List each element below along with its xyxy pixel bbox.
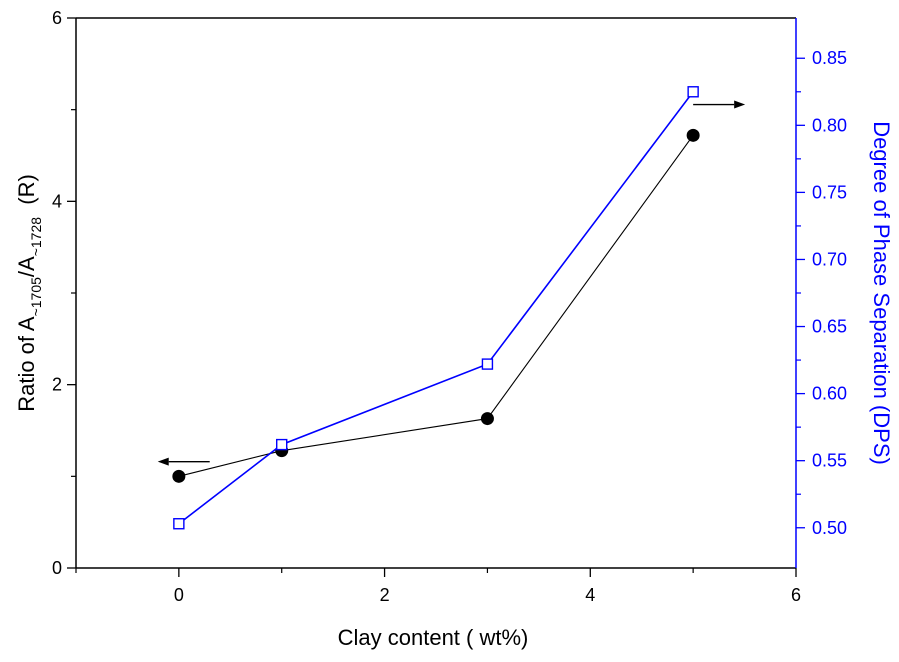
y-label-sub2: ~1728 [28,217,44,257]
y-right-tick-label: 0.75 [812,182,847,202]
y-left-tick-label: 6 [52,8,62,28]
x-tick-label: 4 [585,585,595,605]
series-layer [172,86,700,530]
series-1-line [178,91,694,525]
x-tick-label: 2 [380,585,390,605]
series-1-point [687,86,699,98]
series-0-point [480,412,494,426]
tick-marks [67,17,805,577]
tick-labels: 0 2 4 6 0 2 4 6 0.50 0.55 0.60 0.65 0.70 0.75 0.80 0.85 [52,8,847,605]
y-right-tick-label: 0.50 [812,518,847,538]
series-0-line [178,135,694,477]
y-label-mid: /A [14,256,39,277]
y-label-suffix: (R) [14,174,39,217]
y-label-sub1: ~1705 [28,277,44,317]
x-tick-label: 0 [174,585,184,605]
y-right-tick-label: 0.55 [812,451,847,471]
arrow-right-head [734,100,746,109]
y-left-tick-label: 4 [52,191,62,211]
y-left-tick-label: 2 [52,375,62,395]
y-right-tick-label: 0.80 [812,115,847,135]
y-right-tick-label: 0.60 [812,384,847,404]
y-axis-label-right: Degree of Phase Separation (DPS) [869,121,894,465]
plot-frame [75,17,797,569]
y-right-tick-label: 0.85 [812,48,847,68]
y-right-tick-label: 0.65 [812,317,847,337]
series-1-point [481,358,494,370]
series-1-point [276,438,288,451]
series-1-point [173,518,185,530]
series-0-point [686,128,700,142]
y-axis-label-left: Ratio of A~1705/A~1728 (R) [14,174,44,412]
series-0-point [172,469,186,483]
y-right-tick-label: 0.70 [812,249,847,269]
arrow-left-head [157,457,169,466]
y-left-tick-label: 0 [52,558,62,578]
x-axis-label: Clay content ( wt%) [338,625,529,650]
x-tick-label: 6 [791,585,801,605]
y-label-prefix: Ratio of A [14,316,39,412]
annotations [157,100,746,466]
